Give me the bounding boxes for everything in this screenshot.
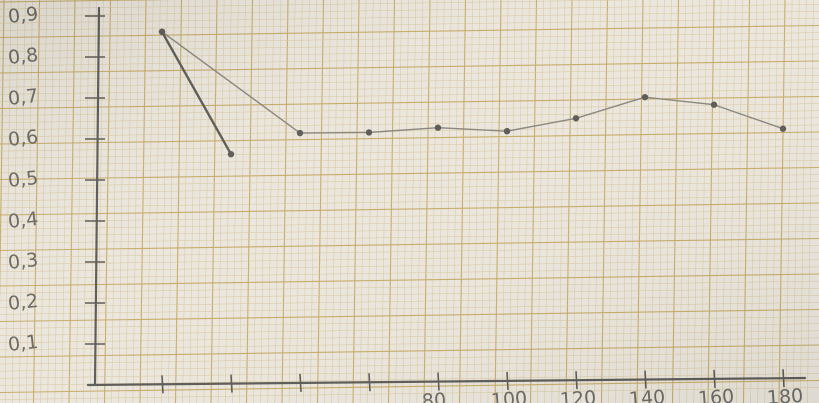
data-point: [779, 125, 787, 132]
x-tick-label: 80: [421, 389, 447, 403]
x-tick-mark: [299, 373, 302, 392]
x-tick-mark: [161, 375, 164, 394]
y-tick-label: 0,1: [7, 331, 39, 356]
y-tick-label: 0,8: [7, 44, 39, 69]
y-tick-label: 0,2: [7, 290, 39, 315]
y-tick-label: 0,5: [7, 167, 39, 192]
y-tick-label: 0,6: [7, 126, 39, 151]
data-point: [503, 127, 511, 135]
data-point: [641, 93, 649, 101]
x-tick-label: 180: [766, 385, 804, 403]
x-tick-mark: [506, 371, 509, 390]
x-tick-mark: [644, 370, 647, 389]
y-tick-label: 0,3: [7, 249, 39, 274]
x-tick-label: 100: [490, 388, 528, 403]
x-tick-mark: [713, 369, 716, 388]
data-point: [572, 115, 580, 122]
data-point: [158, 28, 166, 35]
data-point: [710, 101, 718, 108]
x-tick-label: 140: [628, 386, 666, 403]
x-tick-mark: [782, 369, 785, 388]
y-tick-label: 0,9: [7, 3, 39, 28]
x-tick-label: 120: [559, 387, 597, 403]
x-tick-mark: [230, 374, 233, 393]
data-point: [227, 150, 235, 158]
y-tick-label: 0,7: [7, 85, 39, 110]
x-tick-mark: [437, 372, 440, 391]
x-tick-label: 160: [697, 385, 735, 403]
data-point: [434, 124, 442, 131]
x-tick-mark: [575, 371, 578, 390]
data-point: [296, 129, 304, 137]
x-tick-mark: [368, 373, 371, 392]
data-point: [365, 129, 373, 136]
y-tick-label: 0,4: [7, 208, 39, 233]
